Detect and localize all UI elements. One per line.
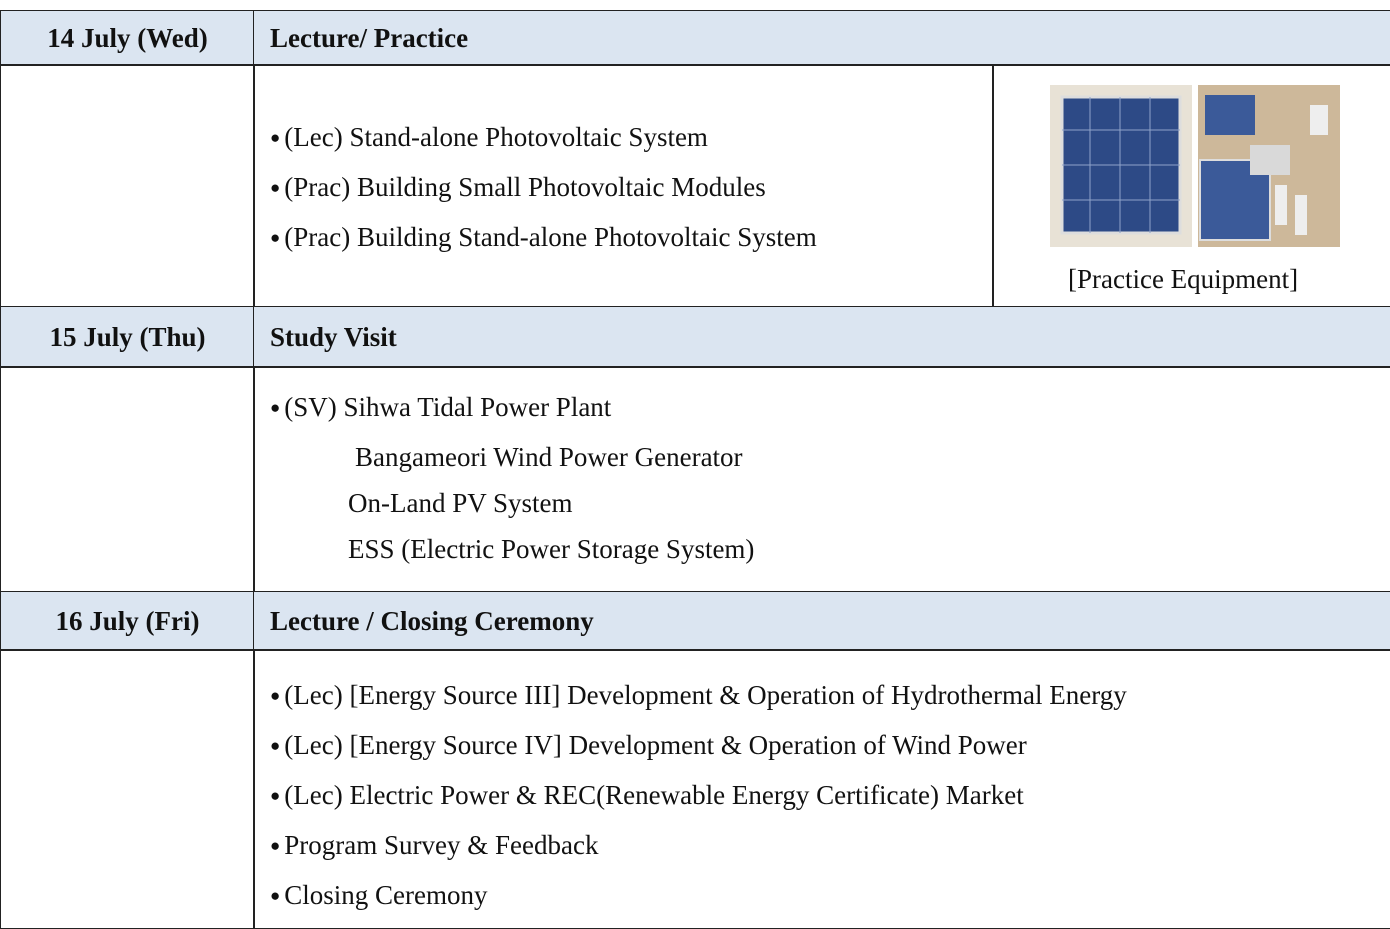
- sub-item: On-Land PV System: [270, 480, 754, 526]
- empty-cell: [0, 366, 255, 593]
- date-cell: 14 July (Wed): [0, 10, 255, 66]
- item: Closing Ceremony: [270, 872, 1127, 922]
- empty-cell: [0, 649, 255, 929]
- date: 14 July (Wed): [47, 23, 208, 54]
- page: 14 July (Wed) Lecture/ Practice (Lec) St…: [0, 0, 1390, 924]
- equipment-photos: [1050, 85, 1340, 247]
- title-cell: Lecture/ Practice: [253, 10, 1390, 66]
- item: (Prac) Building Stand-alone Photovoltaic…: [270, 214, 817, 264]
- title: Lecture / Closing Ceremony: [270, 606, 594, 637]
- sub-item: ESS (Electric Power Storage System): [270, 526, 754, 572]
- item: (Lec) Electric Power & REC(Renewable Ene…: [270, 772, 1127, 822]
- item: (Lec) [Energy Source IV] Development & O…: [270, 722, 1127, 772]
- image-caption: [Practice Equipment]: [1068, 264, 1298, 295]
- item-list: (Lec) Stand-alone Photovoltaic System (P…: [270, 114, 817, 264]
- title: Study Visit: [270, 322, 397, 353]
- item: Program Survey & Feedback: [270, 822, 1127, 872]
- title: Lecture/ Practice: [270, 23, 468, 54]
- item-list: (SV) Sihwa Tidal Power Plant Bangameori …: [270, 384, 754, 572]
- date: 16 July (Fri): [56, 606, 200, 637]
- item-list: (Lec) [Energy Source III] Development & …: [270, 672, 1127, 922]
- item: (SV) Sihwa Tidal Power Plant: [270, 384, 754, 434]
- date-cell: 15 July (Thu): [0, 306, 255, 368]
- date-cell: 16 July (Fri): [0, 591, 255, 651]
- sub-item: Bangameori Wind Power Generator: [270, 434, 754, 480]
- item: (Lec) [Energy Source III] Development & …: [270, 672, 1127, 722]
- item: (Lec) Stand-alone Photovoltaic System: [270, 114, 817, 164]
- item: (Prac) Building Small Photovoltaic Modul…: [270, 164, 817, 214]
- title-cell: Lecture / Closing Ceremony: [253, 591, 1390, 651]
- title-cell: Study Visit: [253, 306, 1390, 368]
- empty-cell: [0, 64, 255, 308]
- date: 15 July (Thu): [49, 322, 205, 353]
